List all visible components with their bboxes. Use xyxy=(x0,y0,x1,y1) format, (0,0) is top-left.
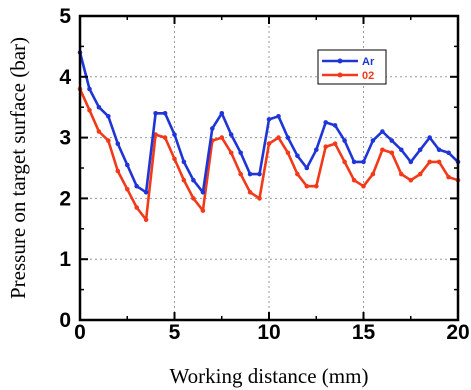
data-point-02 xyxy=(408,177,414,183)
legend-marker-ar xyxy=(337,58,343,64)
data-point-ar xyxy=(342,138,347,143)
y-tick-label: 2 xyxy=(59,187,71,210)
data-point-ar xyxy=(361,159,366,165)
data-point-02 xyxy=(276,135,281,140)
legend-label-02: 02 xyxy=(362,70,374,82)
data-point-02 xyxy=(314,183,319,189)
data-point-02 xyxy=(304,183,310,189)
data-point-ar xyxy=(228,132,234,137)
tick-labels: 0 1 2 3 4 5 0 5 10 15 20 xyxy=(59,5,469,344)
data-point-02 xyxy=(125,187,130,192)
legend: Ar 02 xyxy=(317,49,387,85)
y-axis-title: Pressure on target surface (bar) xyxy=(6,37,30,299)
data-point-02 xyxy=(370,171,376,177)
legend-box xyxy=(317,49,387,85)
data-point-02 xyxy=(351,177,357,183)
data-point-02 xyxy=(342,159,347,165)
data-point-02 xyxy=(96,129,102,134)
data-point-02 xyxy=(228,150,234,156)
data-point-ar xyxy=(134,183,139,189)
data-point-02 xyxy=(399,171,404,177)
data-point-02 xyxy=(332,141,338,146)
data-point-ar xyxy=(314,147,319,153)
data-point-02 xyxy=(181,177,187,183)
data-point-02 xyxy=(285,150,291,156)
data-point-02 xyxy=(266,141,272,146)
legend-marker-02 xyxy=(337,72,343,78)
x-tick-label: 20 xyxy=(446,321,469,344)
data-point-ar xyxy=(191,177,196,183)
x-tick-label: 15 xyxy=(352,321,376,344)
data-point-ar xyxy=(210,126,215,131)
data-point-02 xyxy=(219,135,225,140)
data-point-ar xyxy=(106,114,111,119)
y-tick-label: 5 xyxy=(59,5,71,28)
data-point-ar xyxy=(247,171,253,177)
data-point-ar xyxy=(323,120,329,125)
data-point-ar xyxy=(162,111,168,116)
data-point-02 xyxy=(427,159,433,165)
data-point-ar xyxy=(399,147,404,153)
data-point-ar xyxy=(153,111,158,116)
data-point-ar xyxy=(304,165,310,171)
data-point-ar xyxy=(408,159,414,165)
data-point-ar xyxy=(219,111,225,116)
data-point-02 xyxy=(134,205,139,210)
data-point-02 xyxy=(191,196,196,201)
y-tick-label: 4 xyxy=(59,66,71,89)
x-tick-label: 0 xyxy=(74,321,86,344)
data-point-ar xyxy=(181,159,187,165)
data-point-ar xyxy=(389,138,395,143)
data-point-02 xyxy=(87,107,92,113)
data-point-02 xyxy=(247,190,253,195)
data-point-02 xyxy=(323,144,329,149)
data-point-ar xyxy=(295,153,300,159)
data-point-02 xyxy=(162,135,168,140)
data-point-ar xyxy=(370,138,376,143)
data-point-02 xyxy=(389,150,395,156)
data-point-ar xyxy=(276,114,281,119)
x-tick-label: 5 xyxy=(169,321,181,344)
data-point-ar xyxy=(285,135,291,140)
data-point-ar xyxy=(266,117,272,122)
legend-label-ar: Ar xyxy=(362,56,375,68)
data-point-ar xyxy=(351,159,357,165)
data-point-02 xyxy=(417,171,423,177)
data-point-ar xyxy=(96,104,102,110)
data-point-02 xyxy=(295,171,300,177)
data-point-ar xyxy=(172,132,177,137)
tick-marks xyxy=(79,15,459,321)
data-point-ar xyxy=(87,86,92,92)
x-tick-label: 10 xyxy=(257,321,280,344)
data-point-ar xyxy=(238,150,243,156)
y-tick-label: 3 xyxy=(59,127,71,150)
data-point-ar xyxy=(332,123,338,128)
data-point-02 xyxy=(361,183,366,189)
data-point-ar xyxy=(143,190,149,195)
data-point-ar xyxy=(436,147,442,153)
data-point-02 xyxy=(172,156,177,162)
data-point-02 xyxy=(106,138,111,143)
y-tick-label: 1 xyxy=(59,248,71,271)
data-point-02 xyxy=(436,159,442,165)
data-point-ar xyxy=(200,190,206,195)
data-point-ar xyxy=(257,171,262,177)
x-axis-title: Working distance (mm) xyxy=(170,364,369,388)
data-point-02 xyxy=(115,168,121,174)
data-point-02 xyxy=(380,147,385,153)
data-point-ar xyxy=(427,135,433,140)
data-point-02 xyxy=(446,174,451,180)
data-point-02 xyxy=(257,196,262,201)
data-point-ar xyxy=(417,147,423,153)
data-point-ar xyxy=(446,150,451,156)
data-point-ar xyxy=(115,141,121,146)
data-point-ar xyxy=(125,162,130,168)
data-point-02 xyxy=(238,171,243,177)
data-point-02 xyxy=(200,208,206,213)
data-point-ar xyxy=(380,129,385,134)
y-tick-label: 0 xyxy=(59,309,71,332)
data-point-02 xyxy=(143,217,149,222)
